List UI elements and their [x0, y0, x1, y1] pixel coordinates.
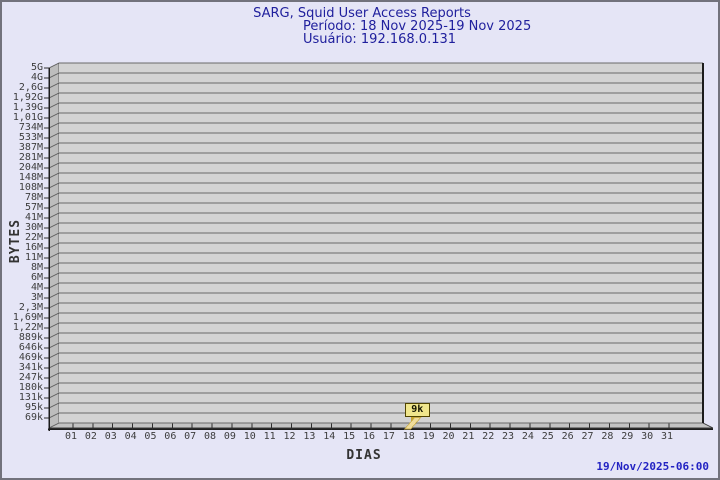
x-tick-label: 04 — [124, 431, 137, 442]
y-tick-label: 4M — [30, 282, 43, 293]
y-tick-label: 2,3M — [18, 302, 43, 313]
x-tick-label: 15 — [343, 431, 356, 442]
chart-title: SARG, Squid User Access Reports — [253, 6, 471, 21]
x-tick-label: 05 — [144, 431, 157, 442]
y-tick-label: 1,39G — [12, 102, 43, 113]
x-tick-label: 30 — [641, 431, 654, 442]
y-tick-label: 4G — [30, 72, 43, 83]
x-tick-label: 06 — [164, 431, 177, 442]
x-axis-title: DIAS — [346, 448, 382, 463]
x-tick-label: 22 — [482, 431, 495, 442]
y-tick-label: 108M — [18, 182, 43, 193]
x-tick-label: 11 — [263, 431, 276, 442]
x-tick-label: 09 — [223, 431, 236, 442]
y-tick-label: 247k — [18, 372, 43, 383]
y-tick-label: 469k — [18, 352, 43, 363]
y-tick-label: 387M — [18, 142, 43, 153]
y-tick-label: 1,01G — [12, 112, 43, 123]
x-tick-label: 27 — [581, 431, 594, 442]
x-tick-label: 10 — [243, 431, 256, 442]
y-tick-label: 8M — [30, 262, 43, 273]
x-tick-label: 01 — [64, 431, 78, 442]
x-tick-label: 26 — [561, 431, 574, 442]
y-tick-label: 131k — [18, 392, 43, 403]
x-tick-label: 08 — [204, 431, 217, 442]
y-tick-label: 95k — [24, 402, 43, 413]
y-tick-label: 646k — [18, 342, 43, 353]
x-tick-label: 03 — [104, 431, 117, 442]
y-tick-label: 5G — [30, 62, 43, 73]
y-tick-label: 57M — [24, 202, 43, 213]
y-tick-label: 281M — [18, 152, 43, 163]
y-tick-label: 69k — [24, 412, 43, 423]
chart-user: Usuário: 192.168.0.131 — [303, 32, 457, 47]
y-tick-label: 6M — [30, 272, 43, 283]
y-tick-label: 2,6G — [18, 82, 43, 93]
chart-period: Período: 18 Nov 2025-19 Nov 2025 — [303, 19, 532, 34]
x-tick-label: 31 — [660, 431, 674, 442]
x-tick-label: 28 — [601, 431, 614, 442]
x-tick-label: 25 — [541, 431, 554, 442]
y-tick-label: 1,69M — [12, 312, 43, 323]
y-tick-label: 889k — [18, 332, 43, 343]
datestamp: 19/Nov/2025-06:00 — [596, 460, 709, 473]
x-tick-label: 21 — [462, 431, 475, 442]
y-tick-label: 341k — [18, 362, 43, 373]
y-tick-label: 148M — [18, 172, 43, 183]
y-tick-label: 3M — [30, 292, 43, 303]
x-tick-label: 23 — [502, 431, 515, 442]
y-tick-label: 16M — [24, 242, 43, 253]
x-tick-label: 24 — [521, 431, 534, 442]
x-tick-label: 14 — [323, 431, 336, 442]
x-tick-label: 02 — [84, 431, 97, 442]
x-tick-label: 12 — [283, 431, 296, 442]
x-tick-label: 17 — [382, 431, 395, 442]
y-tick-label: 41M — [24, 212, 43, 223]
y-tick-label: 533M — [18, 132, 43, 143]
y-tick-label: 11M — [24, 252, 43, 263]
y-tick-label: 78M — [24, 192, 43, 203]
y-tick-label: 1,92G — [12, 92, 43, 103]
bar-value-annotation: 9k — [404, 403, 430, 417]
x-tick-label: 29 — [621, 431, 634, 442]
y-tick-label: 30M — [24, 222, 43, 233]
x-tick-label: 18 — [402, 431, 415, 442]
x-tick-label: 13 — [303, 431, 316, 442]
y-tick-label: 22M — [24, 232, 43, 243]
x-tick-label: 16 — [362, 431, 376, 442]
y-tick-label: 204M — [18, 162, 43, 173]
x-tick-label: 19 — [422, 431, 435, 442]
x-tick-label: 20 — [442, 431, 455, 442]
y-tick-label: 180k — [18, 382, 43, 393]
x-tick-label: 07 — [184, 431, 197, 442]
y-tick-label: 734M — [18, 122, 43, 133]
y-tick-label: 1,22M — [12, 322, 43, 333]
